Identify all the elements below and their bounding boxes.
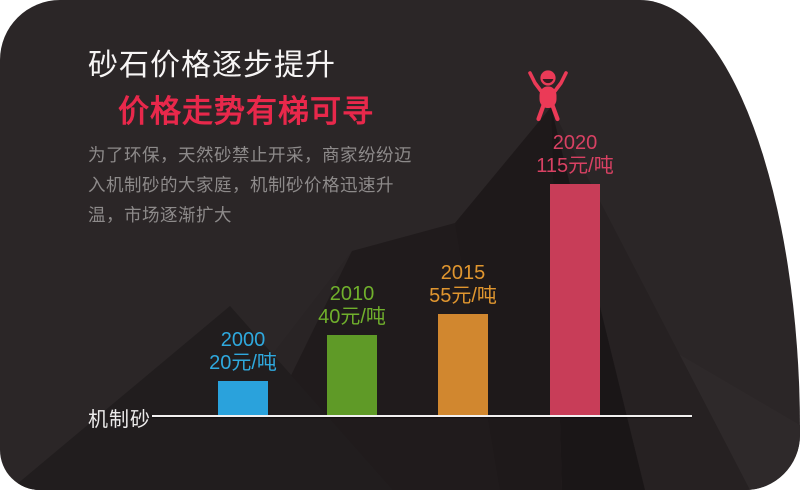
bar-group-2020: 2020 115元/吨 (520, 132, 630, 417)
bar-group-2015: 2015 55元/吨 (408, 262, 518, 417)
bar-group-2010: 2010 40元/吨 (297, 283, 407, 417)
bar-group-2000: 2000 20元/吨 (188, 329, 298, 417)
page-subtitle: 价格走势有梯可寻 (118, 94, 374, 129)
bar-2000 (218, 381, 268, 417)
bar-year-label: 2015 (440, 262, 486, 284)
bar-value-label: 20元/吨 (209, 352, 277, 374)
mountain-facet (455, 107, 562, 490)
bar-value-label: 40元/吨 (318, 306, 386, 328)
climber-icon (528, 70, 568, 122)
axis-baseline (152, 415, 692, 417)
description-text: 为了环保，天然砂禁止开采，商家纷纷迈入机制砂的大家庭，机制砂价格迅速升温，市场逐… (88, 145, 412, 225)
mountain-facet (10, 306, 393, 490)
mountain-facet (551, 107, 750, 490)
bar-year-label: 2010 (329, 283, 375, 305)
bar-value-label: 115元/吨 (536, 155, 614, 177)
bar-year-label: 2000 (220, 329, 266, 351)
bar-value-label: 55元/吨 (429, 285, 497, 307)
bar-2010 (327, 335, 377, 417)
bar-2015 (438, 314, 488, 417)
bar-year-label: 2020 (552, 132, 598, 154)
bar-2020 (550, 184, 600, 417)
page-title: 砂石价格逐步提升 (88, 49, 336, 82)
series-label: 机制砂 (88, 409, 151, 431)
